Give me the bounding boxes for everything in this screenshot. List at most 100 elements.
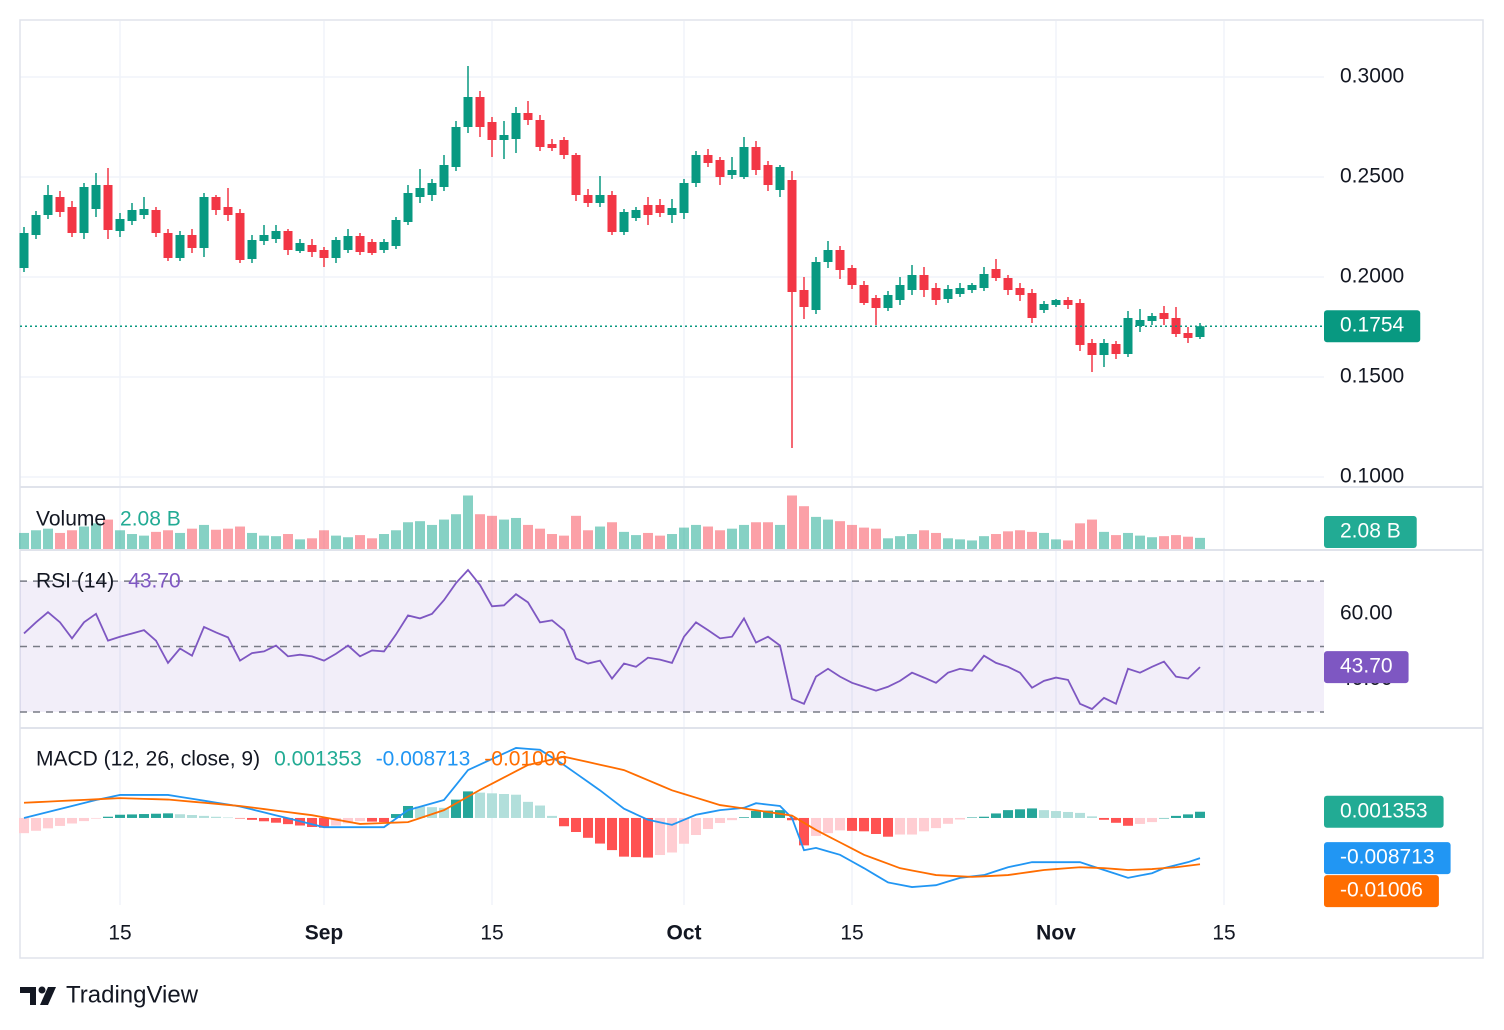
candle-body	[967, 285, 977, 290]
candle-body	[643, 205, 653, 215]
candle-body	[427, 183, 437, 195]
macd-histogram-bar	[223, 817, 233, 819]
macd-histogram-bar	[1123, 817, 1133, 826]
grid	[20, 21, 1324, 905]
candle-body	[895, 285, 905, 300]
candle-body	[1027, 293, 1037, 318]
macd-histogram-bar	[547, 815, 557, 818]
candle-body	[67, 207, 77, 233]
candle-body	[1147, 316, 1157, 321]
volume-bar	[475, 514, 485, 549]
candle-body	[835, 250, 845, 270]
macd-histogram-bar	[703, 817, 713, 830]
y-tick-label: 60.00	[1340, 601, 1393, 624]
volume-bar	[559, 535, 569, 549]
macd-histogram-bar	[847, 817, 857, 831]
macd-histogram-bar	[883, 817, 893, 837]
candle-body	[55, 197, 65, 212]
candle-body	[115, 219, 125, 231]
macd-histogram-bar	[379, 817, 389, 823]
candle-body	[943, 289, 953, 299]
pane-title: Volume	[36, 508, 106, 531]
candle-body	[1075, 303, 1085, 345]
volume-bar	[799, 506, 809, 549]
macd-line	[23, 747, 1201, 888]
candle-body	[199, 197, 209, 248]
candle-body	[151, 210, 161, 233]
volume-bar	[127, 534, 137, 549]
volume-bar	[1171, 535, 1181, 549]
macd-histogram-bar	[151, 813, 161, 818]
macd-histogram-bar	[67, 817, 77, 824]
candle-body	[1123, 318, 1133, 354]
volume-bar	[727, 528, 737, 549]
volume-bar	[847, 524, 857, 549]
candle-body	[475, 97, 485, 127]
macd-histogram-bar	[343, 817, 353, 824]
macd-histogram-bar	[799, 817, 809, 846]
candle-body	[379, 242, 389, 250]
macd-histogram-bar	[1051, 811, 1061, 818]
volume-bar	[367, 538, 377, 549]
volume-bar	[595, 526, 605, 549]
x-tick-label: Sep	[305, 922, 344, 945]
volume-bar	[247, 532, 257, 549]
volume-bar	[715, 530, 725, 549]
candle-body	[295, 243, 305, 251]
macd-histogram-bar	[907, 817, 917, 835]
candle-body	[331, 240, 341, 258]
volume-bar	[859, 527, 869, 549]
macd-histogram-bar	[1075, 812, 1085, 818]
legend-value: -0.01006	[484, 748, 567, 771]
macd-histogram-bar	[859, 817, 869, 832]
candle-body	[535, 120, 545, 147]
macd-histogram-bar	[667, 817, 677, 853]
macd-histogram-bar	[1159, 817, 1169, 819]
candle-body	[139, 209, 149, 215]
volume-bar	[415, 521, 425, 549]
candle-body	[907, 275, 917, 290]
candle-body	[955, 288, 965, 294]
macd-histogram-bar	[259, 817, 269, 822]
volume-bar	[19, 532, 29, 549]
volume-bar	[943, 538, 953, 549]
candle-body	[439, 165, 449, 187]
volume-bar	[1087, 519, 1097, 549]
last-macd-label-box	[1324, 795, 1444, 828]
volume-bar	[79, 526, 89, 549]
macd-histogram-bar	[499, 794, 509, 818]
volume-bar	[235, 526, 245, 549]
candle-body	[91, 185, 101, 209]
candle-body	[1183, 333, 1193, 338]
macd-histogram-bar	[31, 817, 41, 831]
volume-bar	[427, 524, 437, 549]
candle-body	[235, 213, 245, 260]
candle-body	[763, 165, 773, 185]
macd-histogram-bar	[331, 817, 341, 826]
pane-title: RSI (14)	[36, 570, 114, 593]
volume-bar	[199, 524, 209, 549]
brand-logo	[20, 986, 56, 1005]
volume-bar	[103, 519, 113, 549]
macd-histogram-bar	[751, 810, 761, 818]
volume-bar	[1075, 523, 1085, 549]
volume-bar	[967, 540, 977, 549]
candle-body	[355, 236, 365, 252]
candle-body	[1111, 344, 1121, 354]
candle-body	[19, 233, 29, 268]
volume-bar	[1015, 530, 1025, 549]
macd-histogram-bar	[91, 817, 101, 819]
candle-body	[319, 250, 329, 258]
candle-body	[547, 144, 557, 148]
macd-histogram-bar	[739, 817, 749, 818]
candle-body	[1039, 304, 1049, 310]
volume-bar	[979, 536, 989, 549]
pane-title: MACD (12, 26, close, 9)	[36, 748, 260, 771]
volume-bar	[679, 527, 689, 549]
legend-value: 0.001353	[274, 748, 362, 771]
candle-body	[979, 274, 989, 288]
macd-histogram-bar	[1003, 810, 1013, 818]
volume-bar	[331, 535, 341, 549]
candle-body	[127, 210, 137, 221]
macd-histogram-bar	[79, 817, 89, 822]
